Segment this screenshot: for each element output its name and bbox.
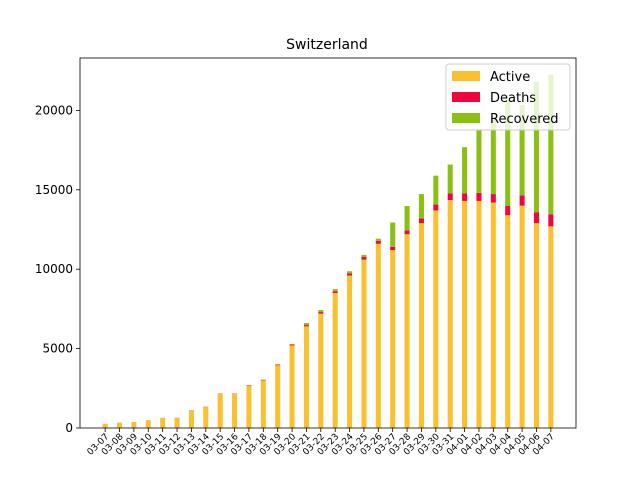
bar-deaths-03-18 xyxy=(261,380,266,381)
bar-active-03-23 xyxy=(333,293,338,428)
chart-title: Switzerland xyxy=(286,37,368,53)
bar-deaths-04-01 xyxy=(462,193,467,201)
y-tick-label: 10000 xyxy=(35,262,73,276)
bar-recovered-03-21 xyxy=(304,323,309,325)
bar-recovered-03-27 xyxy=(390,223,395,247)
bar-deaths-04-03 xyxy=(491,194,496,202)
bar-active-03-16 xyxy=(232,394,237,428)
legend-label-active: Active xyxy=(490,70,530,85)
bar-deaths-04-06 xyxy=(534,212,539,223)
bar-active-04-07 xyxy=(548,226,553,428)
bar-recovered-03-23 xyxy=(333,289,338,291)
bar-deaths-03-31 xyxy=(448,193,453,200)
bar-recovered-03-24 xyxy=(347,271,352,273)
bar-active-03-19 xyxy=(275,365,280,428)
bar-active-03-30 xyxy=(433,210,438,428)
bar-active-04-01 xyxy=(462,201,467,428)
bar-active-03-08 xyxy=(117,423,122,428)
bar-active-04-03 xyxy=(491,203,496,428)
legend-swatch-recovered xyxy=(452,113,480,123)
bar-active-03-11 xyxy=(160,418,165,428)
bar-recovered-03-30 xyxy=(433,176,438,205)
bar-deaths-04-07 xyxy=(548,214,553,226)
bar-deaths-03-23 xyxy=(333,291,338,293)
bar-active-03-10 xyxy=(146,420,151,428)
bar-active-03-27 xyxy=(390,250,395,428)
bar-active-04-06 xyxy=(534,223,539,428)
bar-active-03-22 xyxy=(318,314,323,428)
bar-deaths-03-28 xyxy=(405,230,410,234)
legend: Active Deaths Recovered xyxy=(446,64,570,130)
bar-active-03-31 xyxy=(448,200,453,428)
bar-active-03-09 xyxy=(131,422,136,428)
bar-active-03-24 xyxy=(347,276,352,428)
bar-active-03-13 xyxy=(189,411,194,428)
bar-active-03-26 xyxy=(376,244,381,428)
bar-deaths-03-30 xyxy=(433,205,438,211)
bar-recovered-03-22 xyxy=(318,310,323,312)
bar-active-04-02 xyxy=(476,201,481,428)
legend-swatch-active xyxy=(452,71,480,81)
bar-deaths-03-24 xyxy=(347,273,352,275)
bar-active-04-05 xyxy=(520,206,525,428)
bar-recovered-04-01 xyxy=(462,147,467,193)
bar-active-03-25 xyxy=(361,260,366,428)
bar-deaths-04-02 xyxy=(476,193,481,201)
y-tick-label: 20000 xyxy=(35,103,73,117)
bar-active-03-12 xyxy=(175,418,180,428)
bar-recovered-03-25 xyxy=(361,255,366,257)
bar-active-03-14 xyxy=(203,407,208,428)
bar-active-03-15 xyxy=(218,394,223,428)
bar-active-03-18 xyxy=(261,380,266,428)
y-tick-label: 5000 xyxy=(42,342,73,356)
y-tick-label: 15000 xyxy=(35,183,73,197)
bar-recovered-03-31 xyxy=(448,165,453,194)
legend-swatch-deaths xyxy=(452,92,480,102)
bar-recovered-03-26 xyxy=(376,239,381,241)
bar-deaths-03-21 xyxy=(304,325,309,326)
bar-active-04-04 xyxy=(505,215,510,428)
bar-active-03-29 xyxy=(419,223,424,428)
bar-active-03-28 xyxy=(405,234,410,428)
bar-deaths-03-25 xyxy=(361,257,366,260)
bar-deaths-03-27 xyxy=(390,247,395,250)
bar-active-03-21 xyxy=(304,326,309,428)
bar-deaths-04-04 xyxy=(505,206,510,215)
bar-active-03-07 xyxy=(103,424,108,428)
bar-active-03-20 xyxy=(290,345,295,428)
bar-deaths-03-22 xyxy=(318,312,323,314)
bar-deaths-03-29 xyxy=(419,218,424,223)
bar-deaths-04-05 xyxy=(520,195,525,205)
bar-deaths-03-19 xyxy=(275,365,280,366)
bar-deaths-03-20 xyxy=(290,344,295,345)
bar-recovered-04-02 xyxy=(476,129,481,193)
bar-deaths-03-26 xyxy=(376,241,381,244)
bar-recovered-03-29 xyxy=(419,194,424,218)
bar-recovered-03-28 xyxy=(405,206,410,230)
legend-label-recovered: Recovered xyxy=(490,112,559,127)
bar-active-03-17 xyxy=(246,386,251,428)
legend-label-deaths: Deaths xyxy=(490,91,536,106)
y-tick-label: 0 xyxy=(65,421,73,435)
